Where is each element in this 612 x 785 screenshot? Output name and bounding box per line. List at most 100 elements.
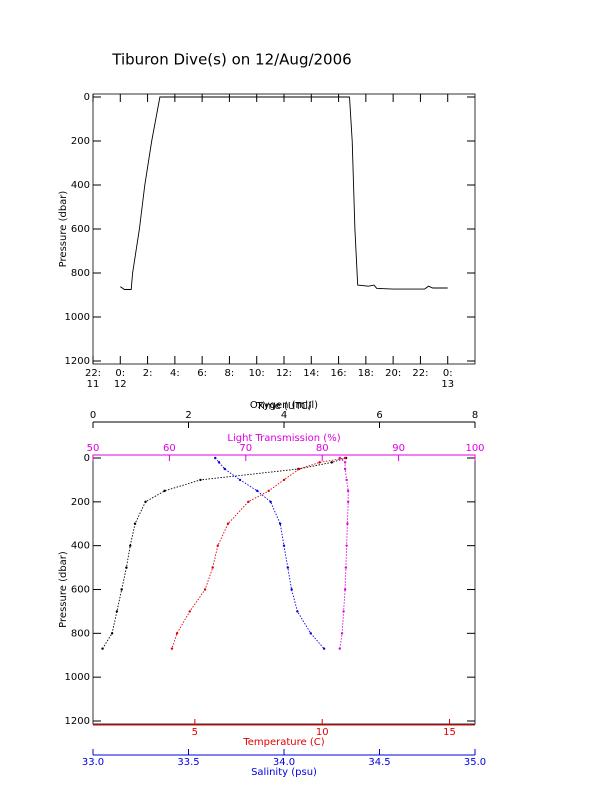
data-point xyxy=(170,647,174,650)
data-point xyxy=(346,489,350,493)
y-tick-label: 200 xyxy=(71,497,90,508)
data-point xyxy=(115,610,119,613)
x-tick-label: 34.5 xyxy=(368,757,390,768)
x-tick-label: 33.0 xyxy=(82,757,104,768)
x-axis-label: Time (UTC) xyxy=(255,401,311,412)
data-point xyxy=(340,632,344,635)
y-tick-label: 600 xyxy=(71,224,90,235)
data-point xyxy=(133,522,137,525)
x-tick-label: 80 xyxy=(316,443,329,454)
x-tick-label: 18: xyxy=(358,368,374,379)
data-point xyxy=(346,500,350,504)
data-line xyxy=(339,457,349,649)
data-point xyxy=(267,489,270,493)
x-axis-label: Salinity (psu) xyxy=(251,767,317,778)
data-point xyxy=(129,544,132,547)
y-tick-label: 1200 xyxy=(65,356,90,367)
x-axis-label: Oxygen (ml/l) xyxy=(250,400,318,411)
chart-title: Tiburon Dive(s) on 12/Aug/2006 xyxy=(111,51,351,69)
y-axis-label: Pressure (dbar) xyxy=(58,551,69,628)
plot-frame xyxy=(92,93,476,365)
data-point xyxy=(175,632,179,635)
data-point xyxy=(211,566,214,569)
x-tick-label: 2 xyxy=(185,410,191,421)
data-point xyxy=(338,456,341,460)
data-point xyxy=(346,522,349,525)
data-point xyxy=(343,588,347,591)
data-line xyxy=(102,457,347,649)
y-tick-label: 800 xyxy=(71,628,90,639)
data-point xyxy=(120,588,123,591)
plot-frame xyxy=(92,454,476,725)
y-tick-label: 800 xyxy=(71,268,90,279)
data-point xyxy=(342,610,345,613)
data-point xyxy=(343,467,347,471)
x-tick-label: 10 xyxy=(316,727,329,738)
data-point xyxy=(188,610,191,613)
data-point xyxy=(226,522,230,525)
x-tick-label: 35.0 xyxy=(464,757,486,768)
data-line xyxy=(214,457,325,649)
x-tick-label: 4 xyxy=(281,410,287,421)
x-tick-label: 0: 12 xyxy=(114,368,127,390)
data-point xyxy=(318,461,321,464)
data-point xyxy=(343,456,347,460)
data-point xyxy=(290,588,293,591)
y-tick-label: 0 xyxy=(84,92,90,103)
y-tick-label: 600 xyxy=(71,585,90,596)
x-tick-label: 12: xyxy=(276,368,292,379)
x-tick-label: 0: 13 xyxy=(441,368,454,390)
x-tick-label: 5 xyxy=(192,727,198,738)
data-point xyxy=(256,489,259,493)
data-point xyxy=(110,632,114,635)
data-point xyxy=(144,500,147,504)
y-tick-label: 200 xyxy=(71,136,90,147)
x-tick-label: 33.5 xyxy=(177,757,199,768)
data-point xyxy=(163,489,166,493)
data-point xyxy=(216,544,219,547)
data-point xyxy=(203,588,207,591)
data-point xyxy=(298,467,301,471)
x-axis-label: Light Transmission (%) xyxy=(227,433,340,444)
x-tick-label: 6 xyxy=(376,410,382,421)
x-tick-label: 8: xyxy=(225,368,235,379)
data-point xyxy=(269,500,272,504)
x-tick-label: 10: xyxy=(249,368,265,379)
data-point xyxy=(214,456,217,460)
x-tick-label: 34.0 xyxy=(273,757,295,768)
y-tick-label: 400 xyxy=(71,541,90,552)
x-tick-label: 50 xyxy=(87,443,100,454)
data-point xyxy=(217,461,221,464)
x-tick-label: 16: xyxy=(331,368,347,379)
y-tick-label: 1000 xyxy=(65,672,90,683)
x-tick-label: 22: 11 xyxy=(85,368,101,390)
data-point xyxy=(345,478,348,482)
x-tick-label: 60 xyxy=(163,443,176,454)
data-point xyxy=(286,566,290,569)
x-tick-label: 2: xyxy=(143,368,153,379)
data-point xyxy=(309,632,312,635)
x-tick-label: 70 xyxy=(239,443,252,454)
x-tick-label: 14: xyxy=(303,368,319,379)
data-point xyxy=(344,566,348,569)
data-line xyxy=(120,96,448,290)
y-tick-label: 1200 xyxy=(65,716,90,727)
y-axis-label: Pressure (dbar) xyxy=(58,191,69,268)
data-point xyxy=(199,478,202,482)
y-tick-label: 400 xyxy=(71,180,90,191)
data-point xyxy=(343,461,347,464)
x-axis-label: Temperature (C) xyxy=(242,737,324,748)
x-tick-label: 4: xyxy=(170,368,180,379)
data-point xyxy=(125,566,128,569)
data-point xyxy=(247,500,250,504)
x-tick-label: 20: xyxy=(385,368,401,379)
data-point xyxy=(223,467,226,471)
x-tick-label: 8 xyxy=(472,410,478,421)
data-point xyxy=(322,647,326,650)
x-tick-label: 22: xyxy=(412,368,428,379)
x-tick-label: 0 xyxy=(90,410,96,421)
y-tick-label: 0 xyxy=(84,453,90,464)
data-point xyxy=(296,610,299,613)
data-point xyxy=(338,647,341,650)
